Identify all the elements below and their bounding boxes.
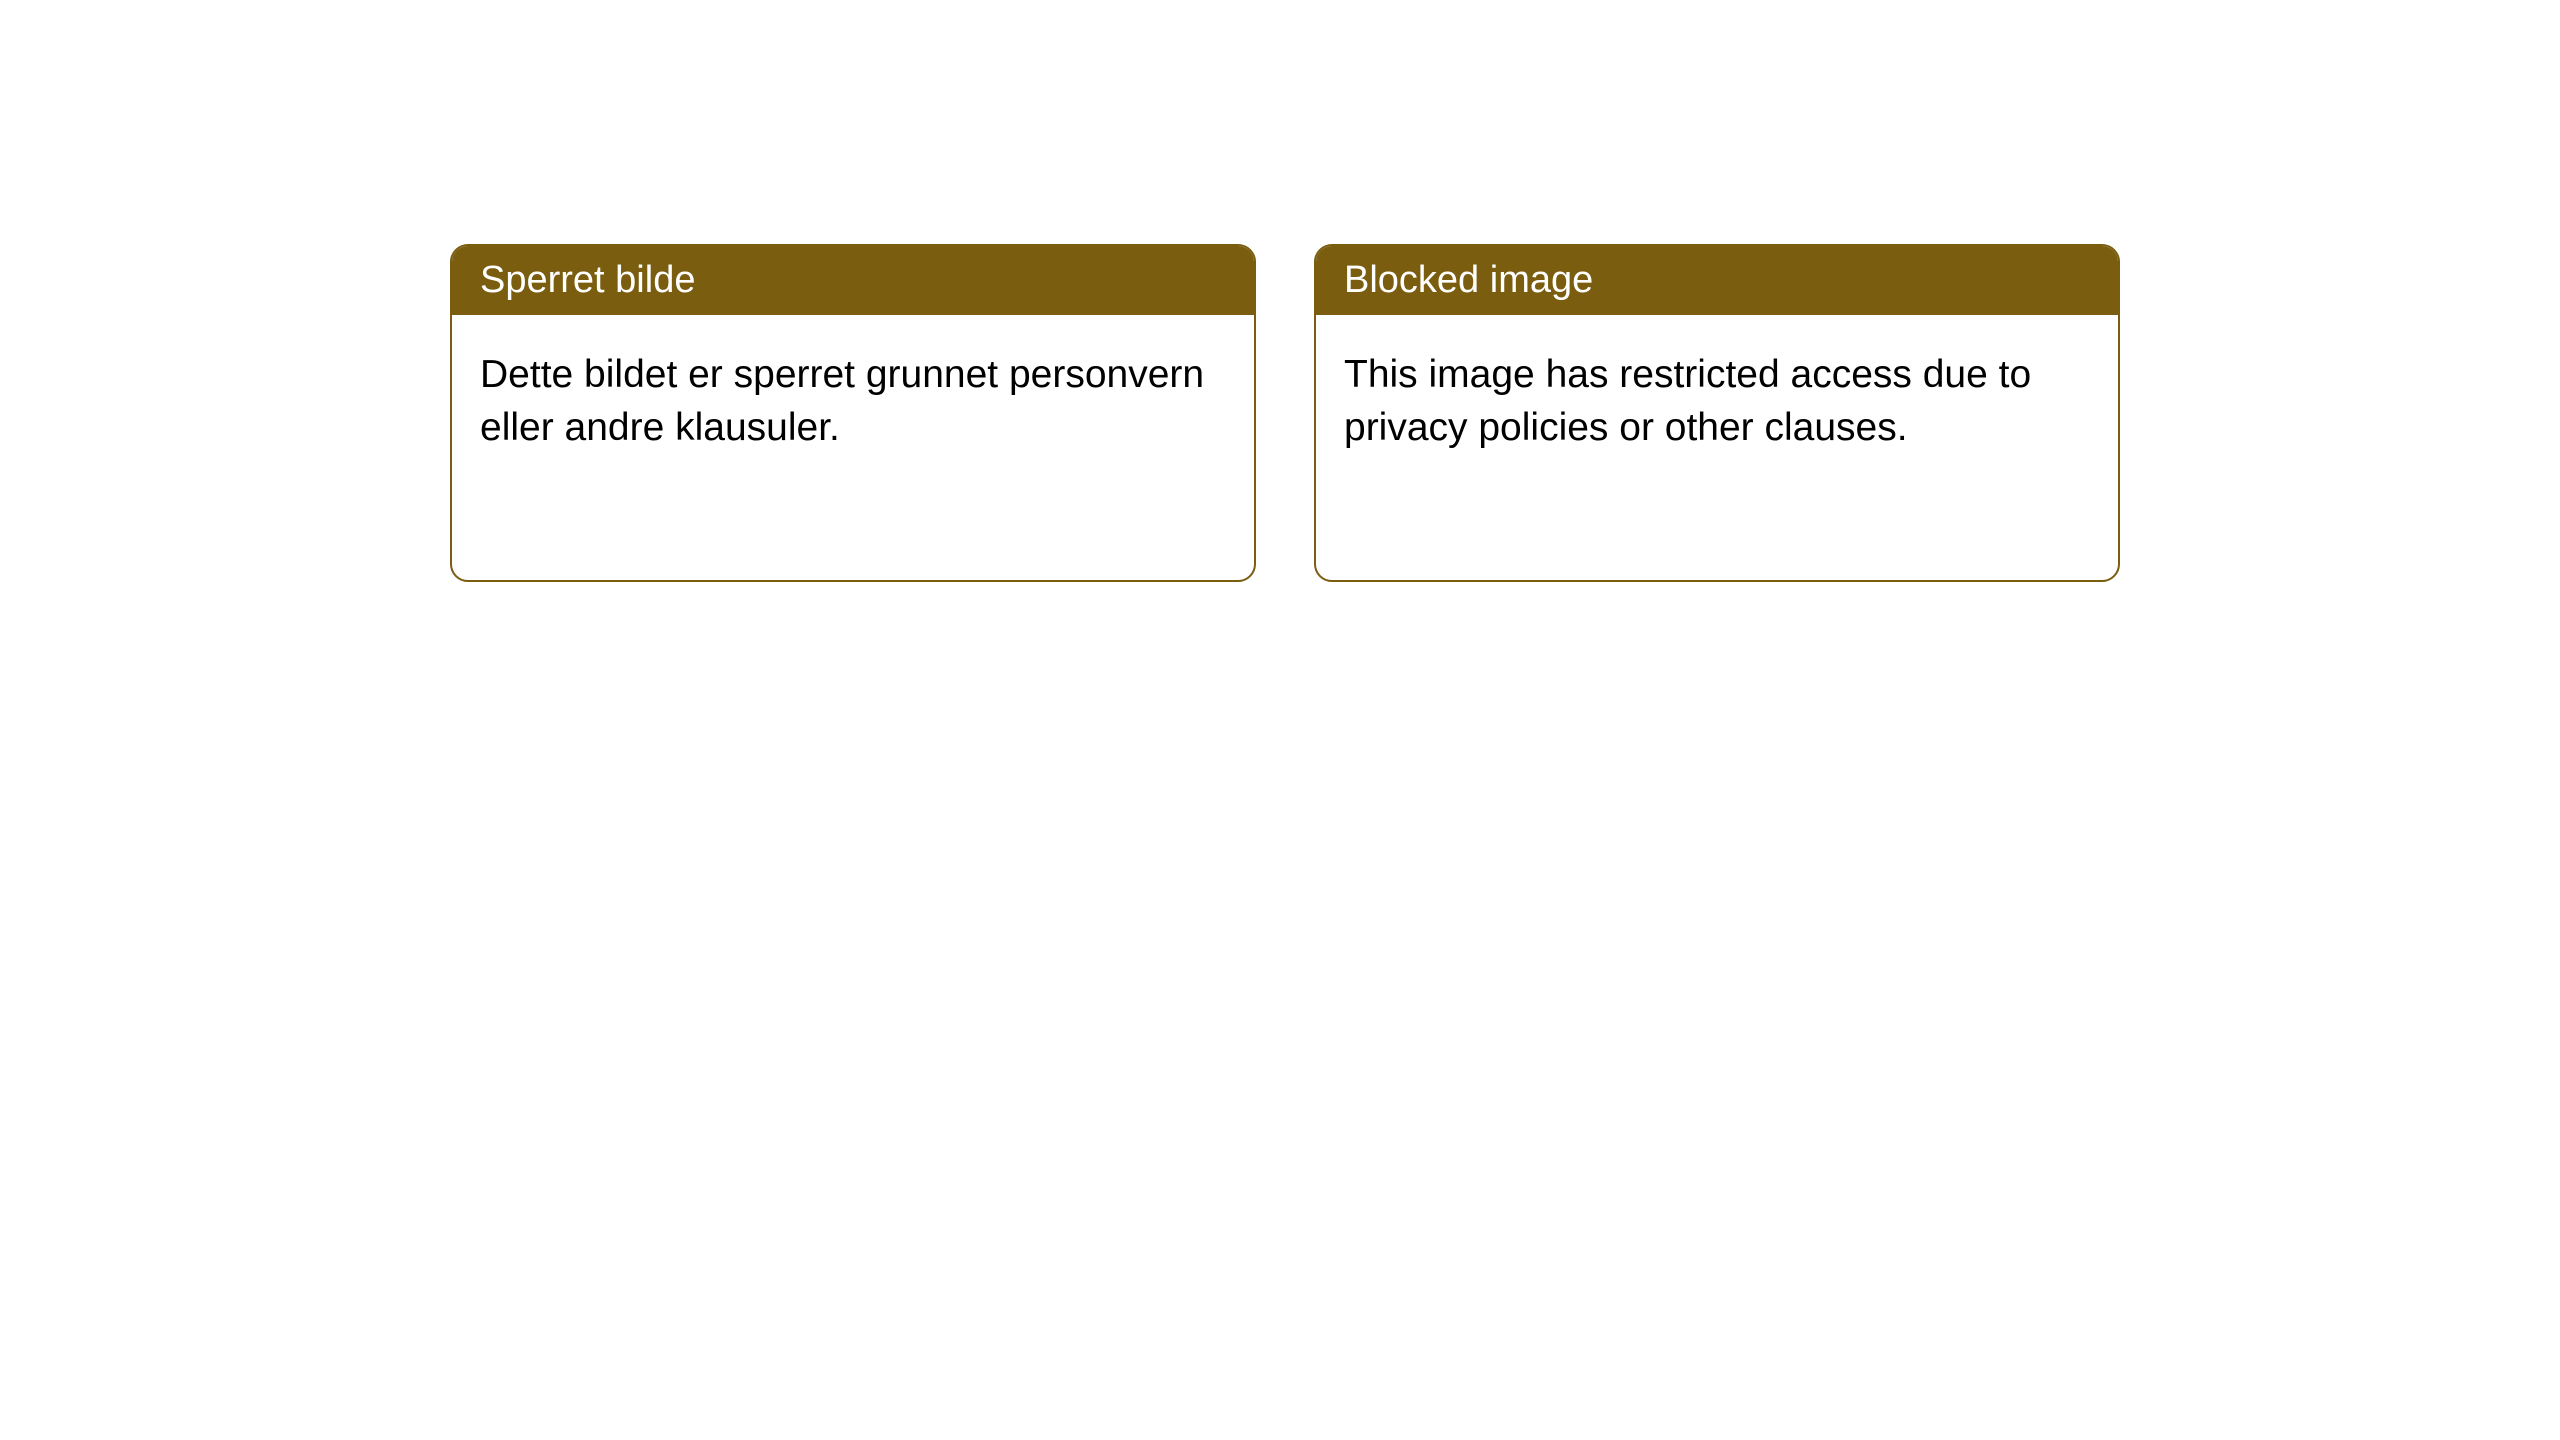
card-title: Blocked image — [1344, 259, 1593, 301]
card-body-text: Dette bildet er sperret grunnet personve… — [480, 353, 1204, 449]
card-title: Sperret bilde — [480, 259, 695, 301]
card-body: Dette bildet er sperret grunnet personve… — [452, 315, 1254, 488]
notice-container: Sperret bilde Dette bildet er sperret gr… — [0, 0, 2560, 582]
card-header: Sperret bilde — [452, 246, 1254, 315]
card-body: This image has restricted access due to … — [1316, 315, 2118, 488]
card-header: Blocked image — [1316, 246, 2118, 315]
card-body-text: This image has restricted access due to … — [1344, 353, 2031, 449]
blocked-image-card-en: Blocked image This image has restricted … — [1314, 244, 2120, 582]
blocked-image-card-no: Sperret bilde Dette bildet er sperret gr… — [450, 244, 1256, 582]
